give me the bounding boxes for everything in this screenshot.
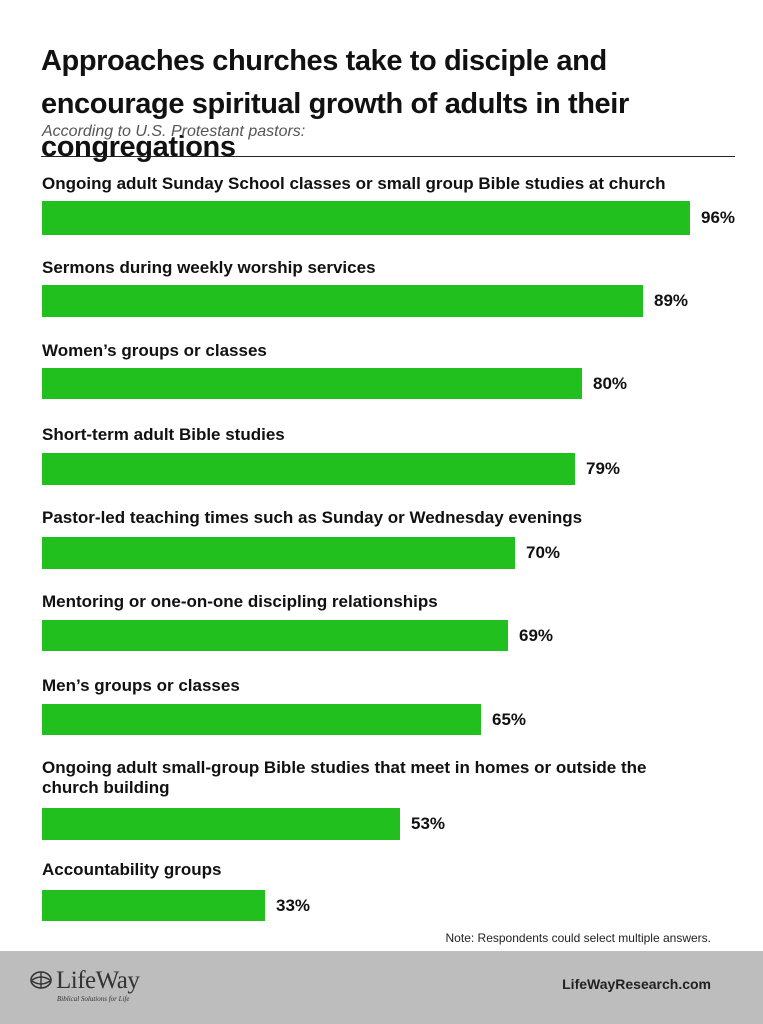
bar bbox=[42, 453, 575, 485]
bar bbox=[42, 704, 481, 735]
category-label: Pastor-led teaching times such as Sunday… bbox=[42, 508, 583, 527]
value-label: 79% bbox=[586, 459, 621, 478]
value-label: 69% bbox=[519, 626, 554, 645]
value-label: 33% bbox=[276, 896, 311, 915]
value-label: 96% bbox=[701, 208, 736, 227]
logo-tagline: Biblical Solutions for Life bbox=[57, 995, 130, 1003]
bar bbox=[42, 368, 582, 399]
bar bbox=[42, 201, 690, 235]
value-label: 70% bbox=[526, 543, 561, 562]
website-link[interactable]: LifeWayResearch.com bbox=[562, 976, 711, 992]
value-label: 80% bbox=[593, 374, 628, 393]
logo-wordmark: LifeWay bbox=[56, 967, 140, 994]
value-label: 65% bbox=[492, 710, 527, 729]
value-label: 89% bbox=[654, 291, 689, 310]
category-label: Ongoing adult small-group Bible studies … bbox=[42, 758, 647, 797]
category-label: Ongoing adult Sunday School classes or s… bbox=[42, 174, 666, 193]
page-subtitle: According to U.S. Protestant pastors: bbox=[42, 123, 306, 140]
value-label: 53% bbox=[411, 814, 446, 833]
lifeway-logo: LifeWay Biblical Solutions for Life bbox=[30, 967, 190, 1007]
category-label: Accountability groups bbox=[42, 860, 222, 879]
category-label: Women’s groups or classes bbox=[42, 341, 267, 360]
bar bbox=[42, 285, 643, 317]
footnote: Note: Respondents could select multiple … bbox=[445, 931, 711, 945]
bar bbox=[42, 537, 515, 569]
bar bbox=[42, 620, 508, 651]
category-label: Short-term adult Bible studies bbox=[42, 425, 285, 444]
category-label: Sermons during weekly worship services bbox=[42, 258, 376, 277]
bar-chart: Ongoing adult Sunday School classes or s… bbox=[42, 174, 736, 921]
title-divider bbox=[41, 156, 735, 157]
bar bbox=[42, 808, 400, 840]
category-label: Mentoring or one-on-one discipling relat… bbox=[42, 592, 438, 611]
page-title: Approaches churches take to disciple and… bbox=[41, 45, 629, 163]
lifeway-globe-icon bbox=[30, 971, 52, 989]
footer-bar: LifeWay Biblical Solutions for Life Life… bbox=[0, 951, 763, 1024]
category-label: Men’s groups or classes bbox=[42, 676, 240, 695]
bar bbox=[42, 890, 265, 921]
